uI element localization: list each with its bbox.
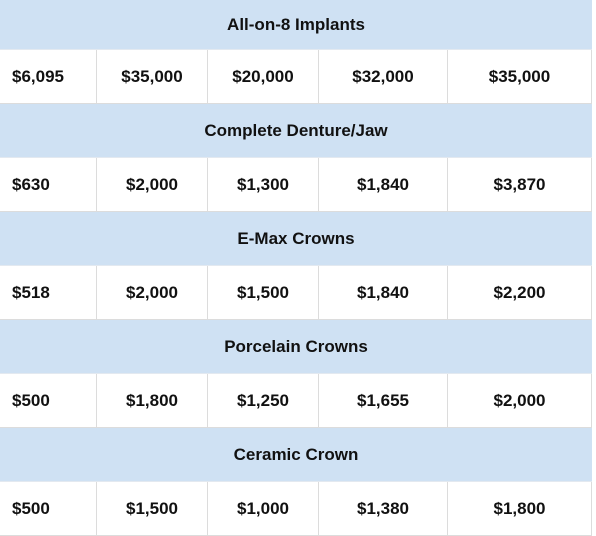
price-cell: $630 [0,158,97,212]
section-title: Complete Denture/Jaw [0,104,592,158]
price-cell: $35,000 [97,50,208,104]
section-title: All-on-8 Implants [0,0,592,50]
price-cell: $1,500 [97,482,208,536]
price-cell: $3,870 [448,158,592,212]
price-cell: $6,095 [0,50,97,104]
price-cell: $1,840 [319,158,448,212]
price-cell: $1,500 [208,266,319,320]
price-cell: $1,000 [208,482,319,536]
price-cell: $32,000 [319,50,448,104]
price-cell: $1,300 [208,158,319,212]
price-cell: $20,000 [208,50,319,104]
price-cell: $2,000 [97,266,208,320]
price-cell: $2,200 [448,266,592,320]
price-cell: $2,000 [448,374,592,428]
section-title: Porcelain Crowns [0,320,592,374]
price-cell: $35,000 [448,50,592,104]
price-cell: $1,800 [448,482,592,536]
price-cell: $500 [0,482,97,536]
price-cell: $1,800 [97,374,208,428]
section-title: E-Max Crowns [0,212,592,266]
price-cell: $1,840 [319,266,448,320]
price-cell: $518 [0,266,97,320]
price-cell: $1,380 [319,482,448,536]
price-cell: $2,000 [97,158,208,212]
price-cell: $1,250 [208,374,319,428]
price-cell: $1,655 [319,374,448,428]
section-title: Ceramic Crown [0,428,592,482]
price-cell: $500 [0,374,97,428]
